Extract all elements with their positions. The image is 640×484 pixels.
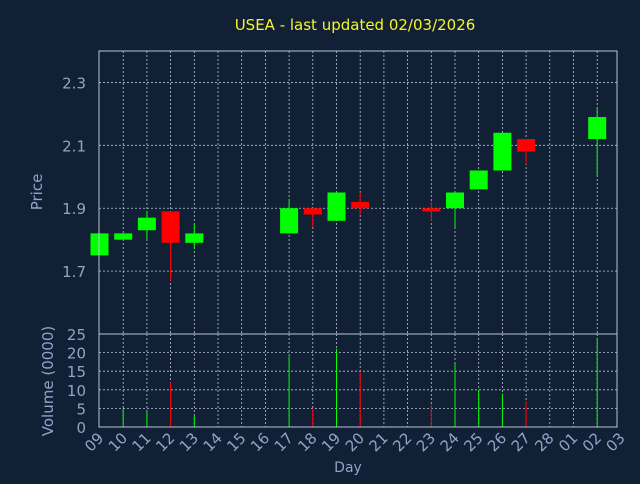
- candles-layer: [90, 107, 607, 281]
- x-tick-label: 28: [531, 429, 557, 455]
- volume-tick-label: 15: [67, 363, 86, 381]
- x-tick-label: 12: [152, 429, 178, 455]
- x-tick-label: 16: [247, 429, 273, 455]
- volume-tick-label: 0: [76, 419, 86, 437]
- x-tick-label: 22: [389, 429, 415, 455]
- x-axis-label: Day: [334, 460, 362, 476]
- x-tick-labels: 0910111213141516171819202122232425262728…: [81, 429, 629, 455]
- candle-body: [351, 201, 370, 209]
- volume-bars-layer: [122, 337, 598, 427]
- x-tick-label: 27: [508, 429, 534, 455]
- candle-body: [327, 192, 346, 221]
- plot-frames: [98, 50, 618, 428]
- volume-tick-label: 20: [67, 345, 86, 363]
- x-tick-label: 17: [271, 429, 297, 455]
- volume-tick-label: 10: [67, 382, 86, 400]
- x-tick-label: 20: [342, 429, 368, 455]
- x-tick-label: 23: [413, 429, 439, 455]
- x-tick-label: 18: [294, 429, 320, 455]
- x-tick-label: 13: [176, 429, 202, 455]
- price-tick-label: 1.7: [62, 263, 86, 281]
- volume-tick-label: 5: [76, 400, 86, 418]
- volume-frame: [98, 333, 618, 428]
- candle-body: [469, 170, 488, 190]
- x-tick-label: 14: [200, 429, 226, 455]
- x-tick-label: 19: [318, 429, 344, 455]
- x-tick-label: 11: [128, 429, 154, 455]
- candle-body: [517, 139, 536, 152]
- price-tick-label: 2.1: [62, 137, 86, 155]
- candle-body: [114, 233, 133, 240]
- price-tick-labels: 1.7 1.9 2.1 2.3: [62, 74, 86, 281]
- x-tick-label: 03: [602, 429, 628, 455]
- x-tick-label: 02: [579, 429, 605, 455]
- candle-body: [303, 208, 322, 215]
- x-tick-label: 10: [105, 429, 131, 455]
- x-tick-label: 21: [365, 429, 391, 455]
- price-frame: [98, 50, 618, 335]
- candle-body: [280, 208, 299, 234]
- candle-body: [185, 233, 204, 243]
- chart-title: USEA - last updated 02/03/2026: [235, 16, 476, 34]
- x-tick-label: 24: [437, 429, 463, 455]
- x-tick-label: 01: [555, 429, 581, 455]
- candle-body: [137, 217, 156, 231]
- x-tick-label: 15: [223, 429, 249, 455]
- candle-body: [422, 208, 441, 212]
- volume-tick-label: 25: [67, 326, 86, 344]
- price-tick-label: 1.9: [62, 200, 86, 218]
- price-tick-label: 2.3: [62, 74, 86, 92]
- candle-body: [161, 211, 180, 243]
- volume-grid: [99, 334, 617, 427]
- price-grid: [99, 51, 617, 334]
- candle-body: [493, 132, 512, 171]
- candle-body: [588, 117, 607, 140]
- x-tick-label: 26: [484, 429, 510, 455]
- candle-body: [446, 192, 464, 209]
- volume-axis-label: Volume (0000): [39, 326, 57, 436]
- price-axis-label: Price: [28, 174, 46, 211]
- x-tick-label: 25: [460, 429, 486, 455]
